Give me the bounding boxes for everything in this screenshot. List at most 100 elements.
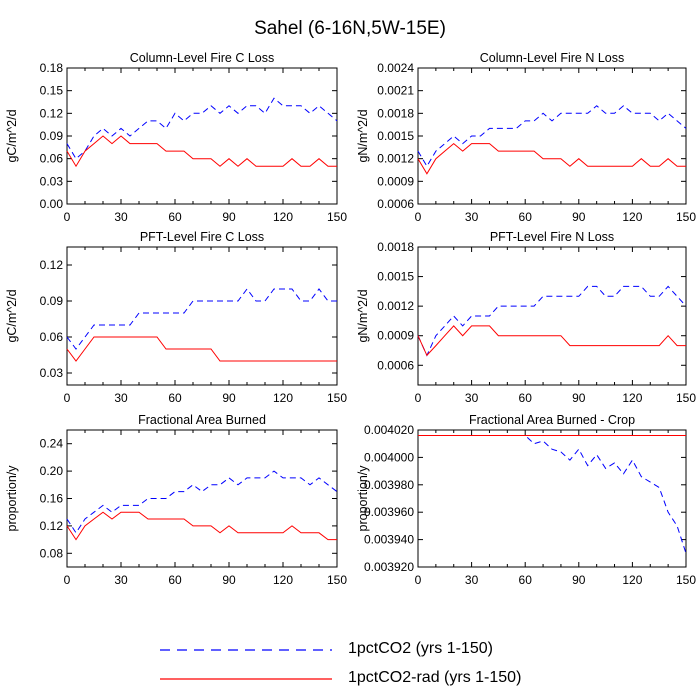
y-axis-label: gC/m^2/d (5, 289, 19, 342)
x-tick-label: 90 (222, 391, 236, 405)
y-tick-label: 0.09 (40, 294, 64, 308)
y-tick-label: 0.0021 (377, 84, 414, 98)
y-tick-label: 0.03 (40, 366, 64, 380)
x-tick-label: 60 (519, 391, 533, 405)
x-tick-label: 60 (168, 391, 182, 405)
y-tick-label: 0.24 (40, 437, 64, 451)
y-tick-label: 0.06 (40, 152, 64, 166)
x-tick-label: 60 (519, 210, 533, 224)
y-tick-label: 0.0009 (377, 329, 414, 343)
y-tick-label: 0.15 (40, 84, 64, 98)
chart-panel-3: PFT-Level Fire C Loss gC/m^2/d 0 30 60 90 120 1… (5, 230, 347, 405)
x-tick-label: 120 (622, 573, 642, 587)
x-tick-label: 0 (415, 573, 422, 587)
x-tick-label: 0 (64, 391, 71, 405)
x-tick-label: 30 (465, 210, 479, 224)
plot-frame (66, 246, 338, 386)
chart-panel-2: Column-Level Fire N Loss gN/m^2/d 0 30 60 90 1… (356, 51, 696, 224)
x-tick-label: 60 (168, 210, 182, 224)
x-tick-label: 30 (114, 573, 128, 587)
y-tick-label: 0.0015 (377, 129, 414, 143)
series-line-1pctco2 (417, 105, 687, 168)
y-tick-label: 0.18 (40, 61, 64, 75)
plot-frame (66, 429, 338, 568)
chart-panel-4: PFT-Level Fire N Loss gN/m^2/d 0 30 60 90 120 1… (356, 230, 696, 405)
y-tick-label: 0.0009 (377, 174, 414, 188)
y-axis-label: gC/m^2/d (5, 109, 19, 162)
y-tick-label: 0.003940 (364, 533, 414, 547)
x-tick-label: 0 (64, 573, 71, 587)
panel-title: PFT-Level Fire C Loss (140, 230, 264, 244)
x-tick-label: 90 (222, 573, 236, 587)
x-tick-label: 90 (222, 210, 236, 224)
plot-frame (417, 246, 687, 386)
x-tick-label: 150 (327, 210, 347, 224)
x-tick-label: 120 (273, 391, 293, 405)
x-tick-label: 90 (572, 391, 586, 405)
y-tick-label: 0.12 (40, 258, 64, 272)
x-tick-label: 120 (273, 573, 293, 587)
series-line-1pctco2-rad (417, 325, 686, 357)
y-axis-label: gN/m^2/d (356, 109, 370, 162)
x-tick-label: 30 (114, 210, 128, 224)
series-line-1pctco2 (66, 97, 338, 160)
legend-dashed-line-icon (160, 649, 332, 651)
y-tick-label: 0.0018 (377, 240, 414, 254)
y-axis-label: gN/m^2/d (356, 289, 370, 342)
y-tick-label: 0.20 (40, 464, 64, 478)
y-tick-label: 0.0006 (377, 358, 414, 372)
y-axis-label: proportion/y (356, 465, 370, 532)
x-tick-label: 60 (519, 573, 533, 587)
panel-title: PFT-Level Fire N Loss (490, 230, 614, 244)
chart-panel-6: Fractional Area Burned - Crop proportion/… (356, 413, 696, 587)
y-tick-label: 0.003920 (364, 560, 414, 574)
x-tick-label: 30 (114, 391, 128, 405)
x-tick-label: 150 (676, 573, 696, 587)
x-tick-label: 120 (622, 210, 642, 224)
chart-panel-5: Fractional Area Burned proportion/y 0 30 60 9… (5, 413, 347, 587)
chart-panel-1: Column-Level Fire C Loss gC/m^2/d 0 30 60 90 1… (5, 51, 347, 224)
series-line-1pctco2-rad (66, 135, 337, 168)
series-line-1pctco2 (418, 435, 687, 554)
page-title: Sahel (6-16N,5W-15E) (254, 18, 446, 39)
y-tick-label: 0.004000 (364, 450, 414, 464)
x-tick-label: 0 (415, 391, 422, 405)
x-tick-label: 150 (327, 573, 347, 587)
series-line-1pctco2-rad (66, 336, 337, 362)
y-tick-label: 0.06 (40, 330, 64, 344)
y-tick-label: 0.12 (40, 519, 64, 533)
panel-title: Fractional Area Burned - Crop (469, 413, 635, 427)
panel-title: Column-Level Fire N Loss (480, 51, 625, 65)
y-tick-label: 0.0015 (377, 270, 414, 284)
panel-title: Column-Level Fire C Loss (130, 51, 275, 65)
y-tick-label: 0.003960 (364, 505, 414, 519)
plot-frame (417, 67, 687, 205)
x-tick-label: 150 (676, 210, 696, 224)
y-tick-label: 0.0018 (377, 106, 414, 120)
series-line-1pctco2-rad (66, 511, 337, 541)
plot-frame (66, 67, 338, 205)
x-tick-label: 90 (572, 210, 586, 224)
y-tick-label: 0.16 (40, 492, 64, 506)
y-tick-label: 0.12 (40, 106, 64, 120)
legend-entry-1pctco2: 1pctCO2 (yrs 1-150) (160, 640, 493, 660)
y-axis-label: proportion/y (5, 465, 19, 532)
legend-entry-1pctco2-rad: 1pctCO2-rad (yrs 1-150) (160, 669, 521, 689)
panel-title: Fractional Area Burned (138, 413, 266, 427)
y-tick-label: 0.00 (40, 197, 64, 211)
y-tick-label: 0.003980 (364, 478, 414, 492)
y-tick-label: 0.0024 (377, 61, 414, 75)
y-tick-label: 0.03 (40, 174, 64, 188)
series-line-1pctco2 (66, 470, 338, 534)
legend-solid-line-icon (160, 678, 332, 680)
x-tick-label: 30 (465, 391, 479, 405)
plot-frame (417, 429, 687, 568)
x-tick-label: 30 (465, 573, 479, 587)
legend-label: 1pctCO2-rad (yrs 1-150) (348, 669, 522, 686)
y-tick-label: 0.004020 (364, 423, 414, 437)
x-tick-label: 120 (622, 391, 642, 405)
x-tick-label: 120 (273, 210, 293, 224)
y-tick-label: 0.0012 (377, 152, 414, 166)
y-tick-label: 0.09 (40, 129, 64, 143)
